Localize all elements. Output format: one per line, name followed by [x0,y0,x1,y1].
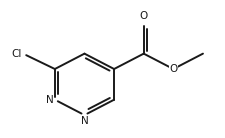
Text: N: N [80,116,88,126]
Text: Cl: Cl [11,49,22,59]
Text: O: O [139,11,147,21]
Text: O: O [169,64,177,74]
Text: N: N [46,95,54,105]
